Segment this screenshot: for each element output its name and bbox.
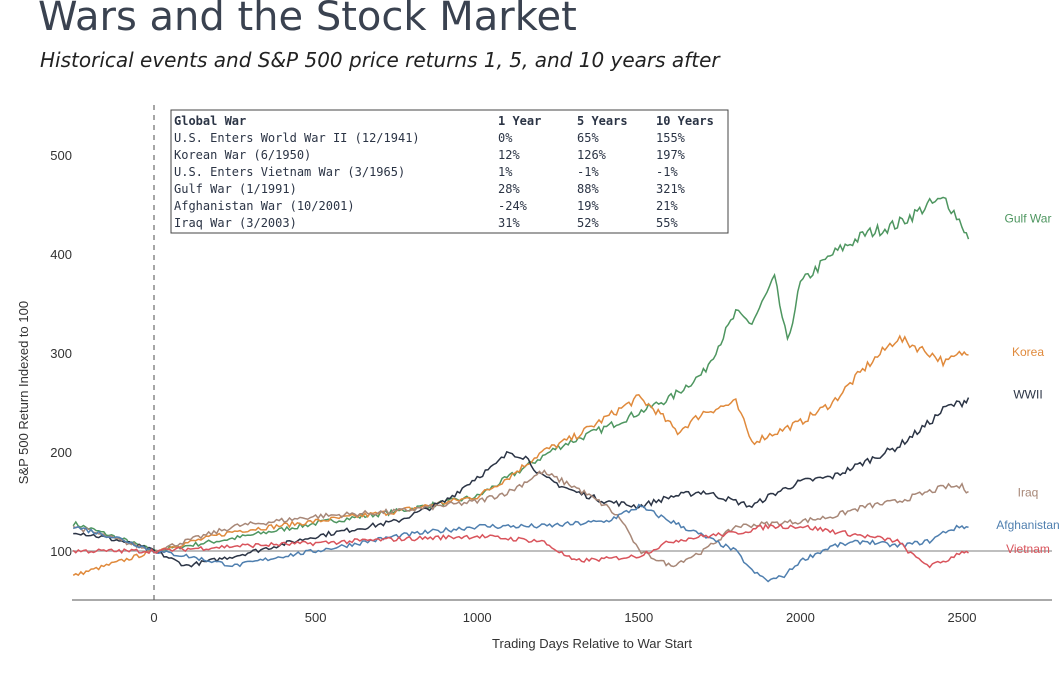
table-header-cell: 10 Years: [656, 114, 714, 128]
table-cell: -1%: [656, 165, 678, 179]
x-tick-label: 500: [305, 610, 327, 625]
table-cell: 88%: [577, 182, 599, 196]
table-cell: Korean War (6/1950): [174, 148, 311, 162]
table-cell: 21%: [656, 199, 678, 213]
y-tick-label: 300: [50, 346, 72, 361]
table-cell: 126%: [577, 148, 607, 162]
series-label: Iraq: [1018, 486, 1039, 500]
x-tick-label: 2000: [786, 610, 815, 625]
table-cell: 197%: [656, 148, 686, 162]
table-cell: 321%: [656, 182, 686, 196]
series-label: Afghanistan: [996, 518, 1059, 532]
table-cell: 19%: [577, 199, 599, 213]
table-cell: 28%: [498, 182, 520, 196]
series-line-afghanistan: [72, 503, 969, 583]
table-cell: Gulf War (1/1991): [174, 182, 297, 196]
table-cell: 31%: [498, 216, 520, 230]
table-cell: 0%: [498, 131, 513, 145]
series-label: Vietnam: [1006, 542, 1050, 556]
series-line-iraq: [72, 469, 969, 568]
y-tick-label: 100: [50, 544, 72, 559]
table-cell: -24%: [498, 199, 528, 213]
table-cell: 55%: [656, 216, 678, 230]
table-cell: Afghanistan War (10/2001): [174, 199, 355, 213]
table-cell: 1%: [498, 165, 513, 179]
y-tick-label: 400: [50, 247, 72, 262]
returns-table: Global War 1 Year 5 Years 10 Years U.S. Ente…: [170, 109, 729, 234]
x-tick-label: 0: [150, 610, 157, 625]
series-line-korea: [72, 334, 969, 577]
table-header-cell: Global War: [174, 114, 246, 128]
table-cell: U.S. Enters Vietnam War (3/1965): [174, 165, 405, 179]
series-line-vietnam: [72, 523, 969, 569]
table-cell: 52%: [577, 216, 599, 230]
x-tick-label: 2500: [948, 610, 977, 625]
series-layer: [72, 196, 970, 583]
y-axis-title: S&P 500 Return Indexed to 100: [16, 301, 31, 484]
x-tick-label: 1000: [463, 610, 492, 625]
y-tick-label: 200: [50, 445, 72, 460]
series-label: Gulf War: [1005, 211, 1052, 225]
y-tick-label: 500: [50, 148, 72, 163]
x-tick-label: 1500: [624, 610, 653, 625]
tick-layer: 0 500 1000 1500 2000 2500 100 200 300 400 500: [50, 148, 976, 625]
series-line-gulf-war: [72, 196, 970, 553]
table-cell: 12%: [498, 148, 520, 162]
table-header-cell: 1 Year: [498, 114, 541, 128]
series-label: Korea: [1012, 345, 1044, 359]
series-label: WWII: [1013, 388, 1042, 402]
table-cell: 65%: [577, 131, 599, 145]
table-cell: U.S. Enters World War II (12/1941): [174, 131, 420, 145]
table-cell: 155%: [656, 131, 686, 145]
page-subtitle: Historical events and S&P 500 price retu…: [40, 48, 720, 72]
series-line-wwii: [73, 397, 970, 568]
page-title: Wars and the Stock Market: [38, 0, 577, 40]
table-header-cell: 5 Years: [577, 114, 628, 128]
table-cell: -1%: [577, 165, 599, 179]
series-label-layer: Gulf War Korea WWII Iraq Afghanistan Vietnam: [996, 211, 1059, 556]
table-cell: Iraq War (3/2003): [174, 216, 297, 230]
x-axis-title: Trading Days Relative to War Start: [492, 636, 692, 651]
table-border: [170, 109, 729, 234]
